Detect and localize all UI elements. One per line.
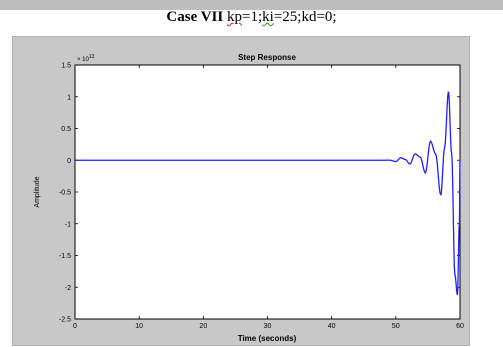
param-kp-name: kp bbox=[227, 9, 242, 25]
y-tick-label: 1 bbox=[67, 94, 71, 101]
x-tick-label: 20 bbox=[199, 323, 207, 330]
param-rest: =25;kd=0; bbox=[273, 9, 337, 25]
param-kp-value: =1; bbox=[242, 9, 263, 25]
x-tick-label: 50 bbox=[392, 323, 400, 330]
x-tick-label: 10 bbox=[135, 323, 143, 330]
case-title: Case VII kp=1;ki=25;kd=0; bbox=[0, 9, 503, 26]
y-axis-label: Amplitude bbox=[34, 176, 41, 207]
y-scale-note: × 1013 bbox=[77, 54, 95, 63]
y-tick-label: 0 bbox=[67, 158, 71, 165]
series-line-0 bbox=[75, 91, 461, 296]
figure-window: Step Response Time (seconds) Amplitude ×… bbox=[12, 36, 470, 346]
x-tick-label: 40 bbox=[328, 323, 336, 330]
y-tick-label: -2.5 bbox=[59, 317, 71, 324]
case-label: Case VII bbox=[166, 9, 224, 25]
param-ki-name: ki bbox=[262, 9, 274, 25]
y-scale-times: × 10 bbox=[77, 57, 90, 63]
x-tick-label: 0 bbox=[73, 323, 77, 330]
y-tick-label: -2 bbox=[65, 285, 71, 292]
plot-area bbox=[74, 64, 461, 320]
chart-title: Step Response bbox=[238, 53, 296, 62]
y-tick-label: -0.5 bbox=[59, 190, 71, 197]
y-tick-label: -1.5 bbox=[59, 253, 71, 260]
x-axis-label: Time (seconds) bbox=[238, 334, 297, 343]
y-tick-label: 0.5 bbox=[61, 126, 71, 133]
x-tick-label: 30 bbox=[264, 323, 272, 330]
y-tick-label: 1.5 bbox=[61, 63, 71, 70]
x-tick-label: 60 bbox=[456, 323, 464, 330]
series-lines bbox=[75, 91, 461, 296]
y-scale-exponent: 13 bbox=[89, 54, 95, 60]
y-tick-label: -1 bbox=[65, 221, 71, 228]
top-bar bbox=[0, 0, 503, 10]
step-response-chart: Step Response Time (seconds) Amplitude ×… bbox=[34, 53, 464, 343]
